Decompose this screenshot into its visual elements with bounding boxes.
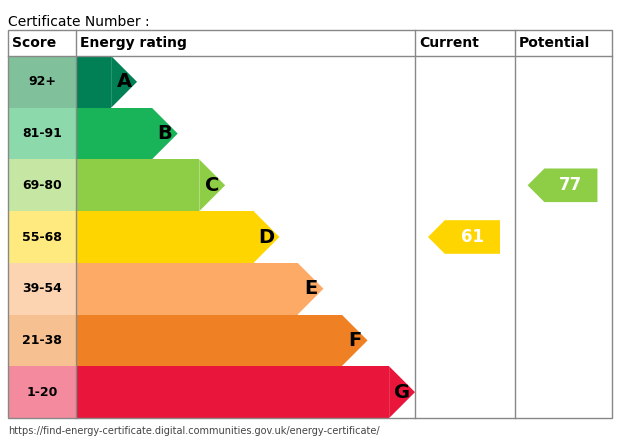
Text: F: F [348, 331, 361, 350]
Polygon shape [389, 366, 415, 418]
Text: 55-68: 55-68 [22, 231, 62, 243]
Text: A: A [117, 72, 131, 92]
Bar [8, 366, 76, 418]
Polygon shape [152, 108, 178, 159]
Polygon shape [254, 211, 280, 263]
Bar [76, 159, 199, 211]
Text: Energy rating: Energy rating [80, 36, 187, 50]
Text: 61: 61 [461, 228, 484, 246]
Bar [76, 315, 342, 366]
Polygon shape [298, 263, 324, 315]
Text: 69-80: 69-80 [22, 179, 62, 192]
Polygon shape [111, 56, 137, 108]
Text: 1-20: 1-20 [26, 385, 58, 399]
Bar [8, 263, 76, 315]
Bar [76, 211, 254, 263]
Bar [76, 263, 298, 315]
Text: Potential: Potential [519, 36, 590, 50]
Text: 77: 77 [559, 176, 583, 194]
Bar [76, 366, 389, 418]
Text: 92+: 92+ [28, 75, 56, 88]
Text: D: D [259, 227, 275, 246]
Text: 21-38: 21-38 [22, 334, 62, 347]
Bar [76, 108, 152, 159]
Bar [76, 56, 111, 108]
Polygon shape [342, 315, 368, 366]
Bar [8, 108, 76, 159]
Bar [8, 159, 76, 211]
Text: B: B [157, 124, 172, 143]
Text: Score: Score [12, 36, 56, 50]
Polygon shape [428, 220, 500, 254]
Bar [8, 211, 76, 263]
Polygon shape [528, 169, 598, 202]
Bar [8, 30, 612, 418]
Polygon shape [199, 159, 225, 211]
Text: Current: Current [419, 36, 479, 50]
Text: G: G [394, 383, 410, 402]
Text: C: C [205, 176, 219, 195]
Bar [8, 56, 76, 108]
Text: Certificate Number :: Certificate Number : [8, 15, 149, 29]
Text: 39-54: 39-54 [22, 282, 62, 295]
Bar [8, 30, 612, 56]
Text: E: E [304, 279, 317, 298]
Text: 81-91: 81-91 [22, 127, 62, 140]
Text: https://find-energy-certificate.digital.communities.gov.uk/energy-certificate/: https://find-energy-certificate.digital.… [8, 426, 379, 436]
Bar [8, 315, 76, 366]
